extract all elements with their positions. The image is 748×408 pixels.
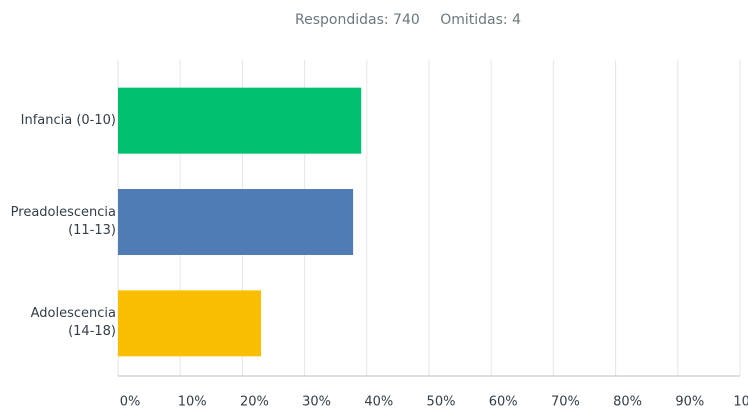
category-label: Infancia (0-10) (20, 112, 116, 128)
x-tick-label: 10% (178, 395, 207, 408)
x-tick-label: 100% (733, 395, 748, 408)
x-tick-label: 90% (675, 395, 704, 408)
category-label: Adolescencia (14-18) (30, 306, 116, 340)
x-tick-label: 30% (302, 395, 331, 408)
summary: Respondidas: 740 Omitidas: 4 (0, 12, 748, 28)
x-tick-label: 50% (427, 395, 456, 408)
answered: Respondidas: 740 (295, 12, 420, 28)
x-tick-label: 70% (551, 395, 580, 408)
skipped: Omitidas: 4 (440, 12, 521, 28)
x-tick-label: 40% (364, 395, 393, 408)
x-tick-label: 20% (240, 395, 269, 408)
x-tick-label: 0% (120, 395, 141, 408)
x-tick-label: 80% (613, 395, 642, 408)
category-label: Preadolescencia (11-13) (10, 205, 116, 238)
bar (118, 290, 262, 357)
bar (118, 87, 362, 154)
bar (118, 189, 354, 255)
x-tick-label: 60% (489, 395, 518, 408)
